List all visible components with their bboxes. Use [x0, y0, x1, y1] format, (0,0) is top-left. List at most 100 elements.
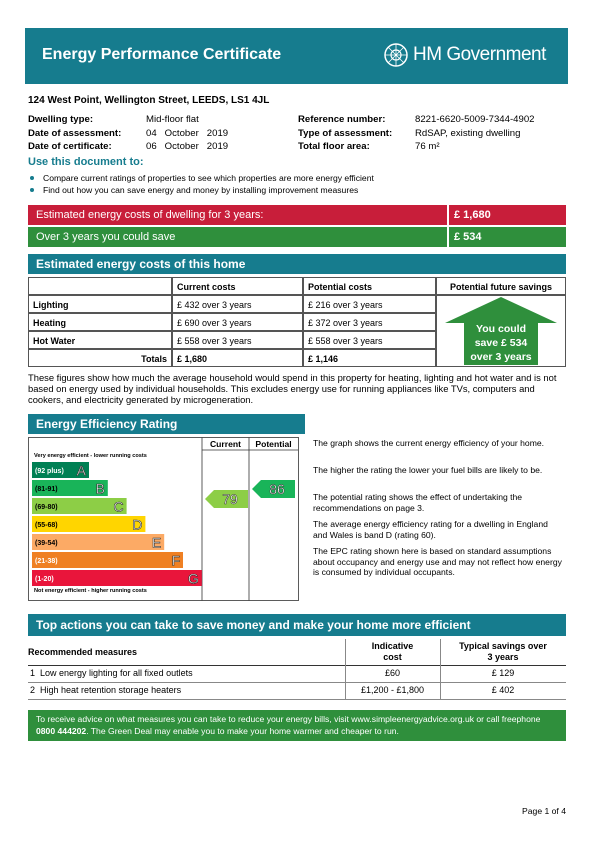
row-label: Totals: [28, 349, 172, 367]
band-range: (21-38): [35, 558, 58, 565]
detail-value: RdSAP, existing dwelling: [415, 127, 521, 139]
band-letter: C: [113, 499, 123, 515]
paragraph: The graph shows the current energy effic…: [313, 438, 545, 448]
row-rule: [28, 699, 566, 700]
paragraph: The higher the rating the lower your fue…: [313, 465, 543, 475]
detail-value: 8221-6620-5009-7344-4902: [415, 114, 535, 125]
band-letter: B: [95, 481, 104, 497]
row-rule: [28, 682, 566, 683]
band: [32, 570, 202, 586]
current-arrow: [205, 490, 248, 508]
row-label: Hot Water: [28, 331, 172, 349]
band: [32, 480, 108, 496]
potential-cost: £ 216 over 3 years: [303, 295, 436, 313]
row-label: Heating: [28, 313, 172, 331]
band-letter: A: [77, 463, 87, 479]
rating-chart: Current Potential Very energy efficient - …: [28, 437, 299, 601]
typical-saving: £ 129: [491, 668, 515, 678]
potential-cost: £ 558 over 3 years: [303, 331, 436, 349]
band: [32, 462, 89, 478]
detail-value: 06 October 2019: [146, 141, 229, 152]
column-header: Indicative cost: [345, 639, 440, 666]
current-cost: £ 1,680: [172, 349, 303, 367]
detail-value: 76 m²: [415, 141, 440, 152]
header-bar: Energy Performance Certificate HM Govern…: [25, 28, 568, 84]
detail-label: Total floor area:: [298, 141, 370, 152]
use-heading: Use this document to:: [28, 156, 144, 168]
phone: 0800 444202: [36, 726, 87, 736]
footer-note: To receive advice on what measures you c…: [28, 710, 566, 741]
crest-icon: [384, 43, 408, 67]
bullet: [30, 176, 34, 180]
paragraph: The EPC rating shown here is based on st…: [313, 546, 562, 578]
band: [32, 552, 183, 568]
band-letter: E: [152, 535, 161, 551]
cost-bar-value: £ 1,680: [449, 205, 566, 225]
address: 124 West Point, Wellington Street, LEEDS…: [28, 95, 270, 106]
detail-value: Mid-floor flat: [146, 114, 199, 125]
detail-label: Date of certificate:: [28, 141, 112, 152]
bottom-note: Not energy efficient - higher running co…: [34, 588, 147, 594]
potential-rating: 86: [269, 481, 285, 497]
column-header: Typical savings over 3 years: [440, 639, 566, 666]
band-range: (1-20): [35, 576, 54, 583]
band-range: (39-54): [35, 540, 58, 547]
bullet-text: Compare current ratings of properties to…: [43, 173, 374, 183]
cost-bar-label: Estimated energy costs of dwelling for 3…: [28, 205, 447, 225]
column-header: Potential costs: [303, 277, 436, 295]
bullet-text: Find out how you can save energy and mon…: [43, 185, 359, 195]
title: Energy Performance Certificate: [42, 46, 282, 63]
indicative-cost: £60: [384, 668, 401, 678]
band: [32, 516, 146, 532]
col-rule: [440, 639, 441, 700]
band-range: (69-80): [35, 504, 58, 511]
footer-text: To receive advice on what measures you c…: [36, 714, 541, 724]
band-range: (55-68): [35, 522, 58, 529]
measure-number: 2: [30, 685, 36, 695]
footer-text: . The Green Deal may enable you to make …: [86, 726, 399, 736]
band-range: (92 plus): [35, 468, 64, 475]
arrow-shape: [445, 297, 557, 365]
page-number: Page 1 of 4: [522, 806, 566, 816]
measure-number: 1: [30, 668, 36, 678]
current-rating: 79: [222, 491, 238, 507]
current-cost: £ 690 over 3 years: [172, 313, 303, 331]
band-letter: F: [171, 553, 180, 569]
cost-bar-label: Over 3 years you could save: [28, 227, 447, 247]
potential-cost: £ 1,146: [303, 349, 436, 367]
potential-cost: £ 372 over 3 years: [303, 313, 436, 331]
band-range: (81-91): [35, 486, 58, 493]
typical-saving: £ 402: [491, 685, 515, 695]
top-note: Very energy efficient - lower running co…: [34, 453, 147, 459]
column-header: Current: [210, 439, 241, 449]
paragraph: The average energy efficiency rating for…: [313, 519, 548, 540]
column-header: Current costs: [172, 277, 303, 295]
measure: Low energy lighting for all fixed outlet…: [40, 668, 193, 678]
column-header: Potential: [255, 439, 291, 449]
chart-frame: [28, 437, 299, 601]
detail-value: 04 October 2019: [146, 127, 229, 139]
current-cost: £ 558 over 3 years: [172, 331, 303, 349]
detail-label: Type of assessment:: [298, 127, 393, 139]
indicative-cost: £1,200 - £1,800: [360, 685, 425, 695]
detail-label: Date of assessment:: [28, 127, 122, 139]
band: [32, 498, 127, 514]
row-label: Lighting: [28, 295, 172, 313]
savings-text: save £ 534: [475, 337, 528, 349]
band-letter: G: [188, 571, 199, 587]
potential-arrow: [252, 480, 295, 498]
cell: [28, 277, 172, 295]
bullet: [30, 188, 34, 192]
column-header: Recommended measures: [28, 639, 345, 666]
measure: High heat retention storage heaters: [40, 685, 182, 695]
savings-text: over 3 years: [470, 351, 531, 363]
cell: [436, 295, 566, 367]
band-letter: D: [132, 517, 142, 533]
detail-label: Reference number:: [298, 114, 386, 125]
cost-bar-value: £ 534: [449, 227, 566, 247]
band: [32, 534, 165, 550]
current-cost: £ 432 over 3 years: [172, 295, 303, 313]
section-heading: Estimated energy costs of this home: [28, 254, 566, 274]
logo-text: HM Government: [413, 44, 546, 65]
